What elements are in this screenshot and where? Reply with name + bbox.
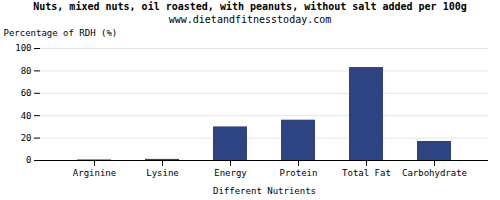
svg-text:Arginine: Arginine xyxy=(73,168,116,178)
svg-text:Different Nutrients: Different Nutrients xyxy=(213,186,316,196)
svg-text:20: 20 xyxy=(21,133,32,143)
svg-text:Energy: Energy xyxy=(214,168,247,178)
svg-text:Protein: Protein xyxy=(280,168,318,178)
svg-text:80: 80 xyxy=(21,66,32,76)
svg-text:Lysine: Lysine xyxy=(146,168,179,178)
svg-text:60: 60 xyxy=(21,88,32,98)
svg-text:Carbohydrate: Carbohydrate xyxy=(402,168,467,178)
svg-text:100: 100 xyxy=(15,43,31,53)
svg-text:0: 0 xyxy=(26,155,31,165)
svg-text:40: 40 xyxy=(21,111,32,121)
html-text:Nuts, mixed nuts, oil roasted,: Nuts, mixed nuts, oil roasted, with pean… xyxy=(33,1,467,12)
svg-text:Percentage of RDH (%): Percentage of RDH (%) xyxy=(4,28,118,38)
svg-text:Total Fat: Total Fat xyxy=(342,168,391,178)
html-text:www.dietandfitnesstoday.com: www.dietandfitnesstoday.com xyxy=(168,14,332,25)
